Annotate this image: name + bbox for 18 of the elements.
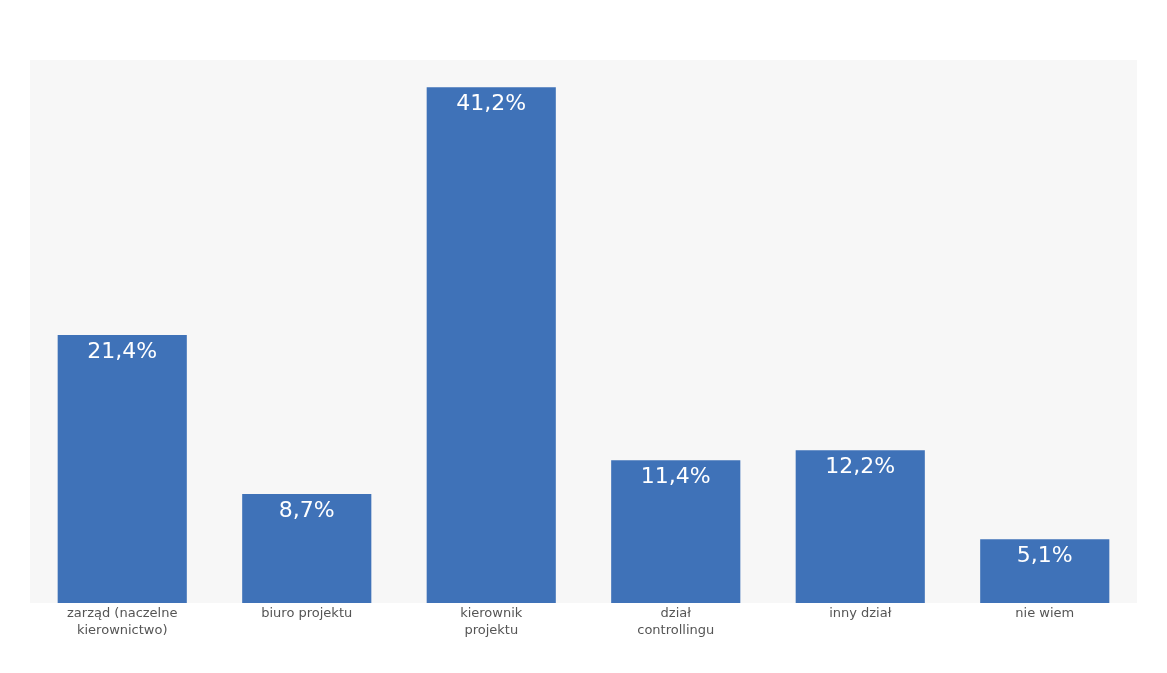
bar xyxy=(795,450,925,603)
x-tick-label: dział controllingu xyxy=(637,605,715,637)
data-label: 41,2% xyxy=(456,90,527,116)
bar xyxy=(242,494,372,603)
bar xyxy=(980,539,1110,603)
bar xyxy=(611,460,741,603)
bar xyxy=(57,335,187,603)
x-tick-label: inny dział xyxy=(829,605,892,620)
data-label: 5,1% xyxy=(1016,542,1073,568)
bar xyxy=(426,87,556,603)
data-label: 21,4% xyxy=(87,338,158,364)
x-tick-label: biuro projektu xyxy=(261,605,353,620)
x-tick-label: kierownik projektu xyxy=(460,605,523,637)
x-tick-label: nie wiem xyxy=(1015,605,1075,620)
data-label: 11,4% xyxy=(640,463,711,489)
data-label: 8,7% xyxy=(278,497,335,523)
data-label: 12,2% xyxy=(825,453,896,479)
x-tick-label: zarząd (naczelne kierownictwo) xyxy=(67,605,178,637)
